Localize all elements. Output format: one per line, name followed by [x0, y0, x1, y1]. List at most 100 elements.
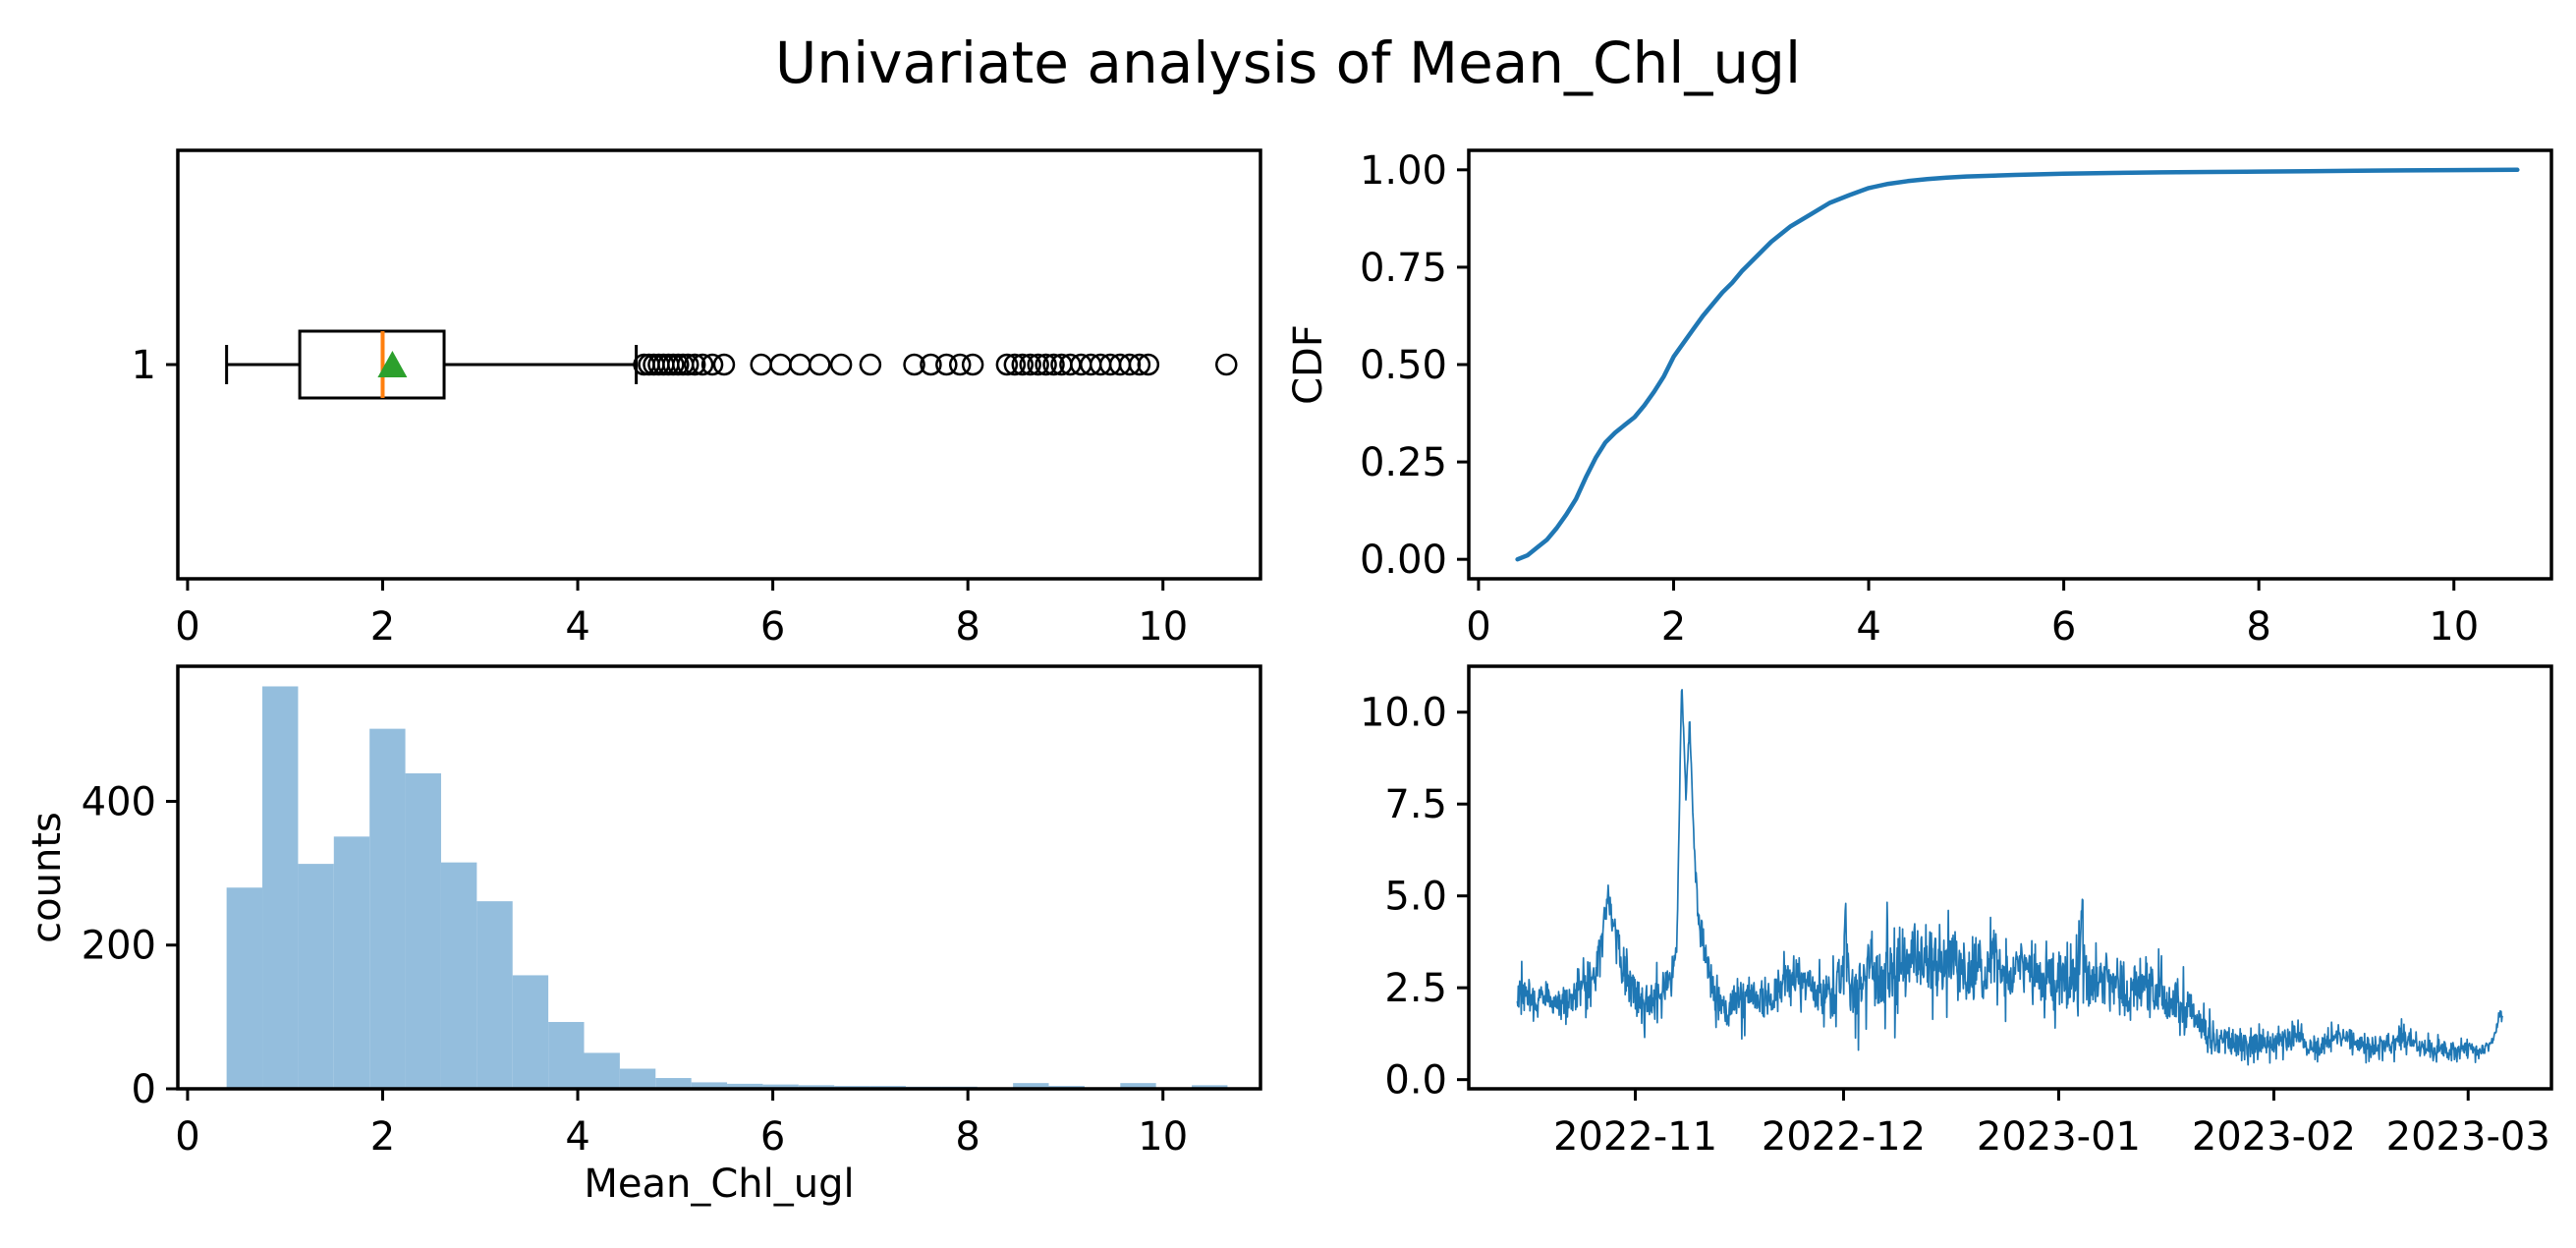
tick-label: 0.0	[1384, 1058, 1447, 1104]
outlier-circle	[1003, 353, 1027, 376]
tick-label: 400	[82, 779, 156, 824]
tick-label: 2023-03	[2386, 1114, 2550, 1160]
tick-label: 0	[1466, 604, 1490, 650]
outlier-circle	[691, 353, 714, 376]
tick-label: 1	[132, 343, 156, 388]
tick-label: 2	[370, 1114, 395, 1160]
tick-label: 200	[82, 924, 156, 969]
tick-label: 0.50	[1360, 343, 1447, 388]
tick-label: 6	[760, 604, 785, 650]
tick-label: 10	[1138, 604, 1188, 650]
tick-label: 4	[1856, 604, 1880, 650]
outlier-circle	[903, 353, 925, 376]
outlier-circle	[712, 353, 736, 376]
tick-label: 2023-01	[1977, 1114, 2141, 1160]
outlier-circle	[1215, 353, 1238, 376]
tick-label: 2	[1661, 604, 1686, 650]
axes-frame	[1467, 664, 2553, 1091]
outlier-circle	[1128, 353, 1151, 376]
hist-bar	[691, 1082, 728, 1089]
outlier-circle	[700, 353, 724, 376]
hist-bar	[476, 901, 513, 1089]
hist-bar	[1013, 1083, 1049, 1089]
tick-label: 2	[370, 604, 395, 650]
outlier-circle	[920, 353, 942, 376]
outlier-circle	[789, 353, 812, 376]
box	[298, 329, 446, 400]
outlier-circle	[859, 353, 882, 376]
hist-bar	[298, 864, 334, 1089]
mean-marker	[377, 351, 408, 377]
tick-label: 8	[955, 604, 980, 650]
tick-label: 2022-12	[1762, 1114, 1926, 1160]
outlier-circle	[995, 353, 1019, 376]
tick-label: 0.75	[1360, 246, 1447, 291]
outlier-circle	[1027, 353, 1049, 376]
hist-bar	[333, 836, 370, 1089]
outlier-circle	[948, 353, 972, 376]
tick-label: 8	[2246, 604, 2270, 650]
hist-bar	[548, 1021, 585, 1089]
outlier-circle	[1019, 353, 1041, 376]
histogram-panel: 0 2 4 6 8 10 0 200 400	[82, 664, 1262, 1160]
axes-frame	[1467, 148, 2553, 581]
hist-bar	[1192, 1085, 1228, 1089]
hist-bar	[798, 1085, 835, 1089]
tick-label: 0	[175, 1114, 199, 1160]
hist-bar	[762, 1084, 799, 1089]
tick-label: 0	[132, 1067, 156, 1112]
outlier-circle	[961, 353, 984, 376]
tick-label: 5.0	[1384, 875, 1447, 920]
timeseries-panel: 2022-11 2022-12 2023-01 2023-02 2023-03 0.0 2.…	[1360, 664, 2553, 1160]
tick-label: 10	[2429, 604, 2479, 650]
hist-bar	[262, 686, 299, 1089]
tick-label: 4	[565, 1114, 589, 1160]
tick-label: 1.00	[1360, 148, 1447, 194]
tick-label: 4	[565, 604, 589, 650]
cdf-line	[1515, 167, 2520, 562]
hist-bar	[1120, 1083, 1156, 1089]
hist-bar	[369, 728, 406, 1089]
outlier-circle	[935, 353, 958, 376]
histogram-ylabel: counts	[25, 812, 70, 943]
boxplot-panel: 0 2 4 6 8 10 1	[132, 148, 1262, 650]
tick-label: 6	[760, 1114, 785, 1160]
hist-bar	[405, 772, 441, 1089]
figure-title: Univariate analysis of Mean_Chl_ugl	[774, 29, 1802, 96]
tick-label: 0.25	[1360, 440, 1447, 485]
histogram-xlabel: Mean_Chl_ugl	[584, 1162, 855, 1207]
outlier-circle	[769, 353, 792, 376]
tick-label: 10.0	[1360, 691, 1447, 736]
outlier-circle	[1137, 353, 1160, 376]
tick-label: 2022-11	[1553, 1114, 1717, 1160]
tick-label: 10	[1138, 1114, 1188, 1160]
outlier-circle	[1035, 353, 1057, 376]
outlier-circle	[829, 353, 853, 376]
cdf-panel: 0 2 4 6 8 10 0.00 0.25 0.50 0.75 1.00	[1360, 148, 2553, 650]
hist-bar	[584, 1052, 620, 1089]
cdf-ylabel: CDF	[1286, 324, 1331, 405]
tick-label: 0.00	[1360, 538, 1447, 583]
outlier-circle	[750, 353, 772, 376]
hist-bar	[512, 975, 549, 1089]
hist-bar	[655, 1078, 692, 1089]
timeseries-line	[1516, 689, 2504, 1066]
outlier-circle	[1042, 353, 1065, 376]
outlier-circle	[1011, 353, 1035, 376]
tick-label: 0	[175, 604, 199, 650]
tick-label: 7.5	[1384, 782, 1447, 827]
hist-bar	[440, 862, 477, 1089]
tick-label: 8	[955, 1114, 980, 1160]
outlier-circle	[809, 353, 831, 376]
tick-label: 6	[2051, 604, 2076, 650]
axes-frame	[176, 664, 1262, 1091]
tick-label: 2023-02	[2192, 1114, 2356, 1160]
hist-bar	[619, 1068, 656, 1089]
outlier-circle	[676, 353, 700, 376]
hist-bar	[226, 887, 263, 1089]
hist-bar	[727, 1083, 763, 1089]
outlier-circle	[683, 353, 706, 376]
tick-label: 2.5	[1384, 966, 1447, 1011]
